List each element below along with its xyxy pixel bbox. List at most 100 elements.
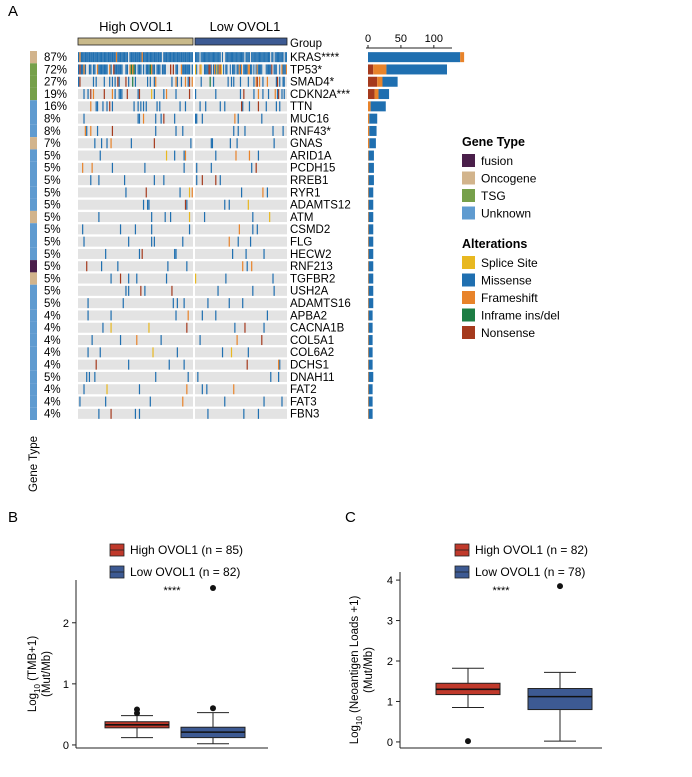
mutation-mark <box>206 384 208 395</box>
mutation-mark <box>237 64 239 75</box>
mutation-mark <box>110 64 112 75</box>
mutation-mark <box>174 113 176 124</box>
mutation-mark <box>182 52 184 63</box>
mutation-mark <box>279 52 281 63</box>
legend-swatch <box>462 326 475 339</box>
legend-label: Low OVOL1 (n = 82) <box>130 565 240 579</box>
mutation-mark <box>236 64 238 75</box>
gene-percent: 5% <box>44 237 61 249</box>
mutation-mark <box>118 89 120 100</box>
mutation-mark <box>174 52 176 63</box>
gene-type-cell <box>30 272 37 285</box>
mutation-mark <box>284 52 286 63</box>
gene-percent: 72% <box>44 64 67 76</box>
mutation-mark <box>232 248 234 259</box>
gene-type-side-label: Gene Type <box>28 436 40 492</box>
gene-percent: 5% <box>44 372 61 384</box>
mutation-mark <box>282 76 284 87</box>
mutation-mark <box>119 335 122 346</box>
mutation-mark <box>249 64 252 75</box>
legend-label: Nonsense <box>481 326 535 340</box>
mutation-mark <box>256 64 258 75</box>
frequency-bar <box>368 298 369 309</box>
mutation-mark <box>136 273 138 284</box>
mutation-mark <box>283 64 285 75</box>
mutation-mark <box>137 113 139 124</box>
mutation-mark <box>167 52 169 63</box>
mutation-mark <box>266 52 268 63</box>
mutation-mark <box>196 175 198 186</box>
mutation-mark <box>191 187 193 198</box>
mutation-mark <box>128 359 130 370</box>
mutation-mark <box>246 261 248 272</box>
row-background <box>78 138 193 149</box>
mutation-mark <box>86 261 88 272</box>
mutation-mark <box>229 64 231 75</box>
frequency-bar <box>368 359 373 370</box>
gene-name: ATM <box>290 212 313 224</box>
mutation-mark <box>187 52 189 63</box>
gene-percent: 5% <box>44 249 61 261</box>
gene-type-cell <box>30 210 37 224</box>
mutation-mark <box>220 64 222 75</box>
mutation-mark <box>280 52 282 63</box>
gene-name: ADAMTS12 <box>290 200 351 212</box>
mutation-mark <box>224 396 226 407</box>
mutation-mark <box>140 285 142 296</box>
gene-percent: 5% <box>44 273 61 285</box>
mutation-mark <box>188 89 191 100</box>
mutation-mark <box>107 52 110 63</box>
mutation-mark <box>105 396 107 407</box>
mutation-mark <box>241 187 243 198</box>
mutation-mark <box>218 52 220 63</box>
mutation-mark <box>140 52 142 63</box>
mutation-mark <box>147 76 149 87</box>
mutation-mark <box>278 359 280 370</box>
gene-percent: 4% <box>44 360 61 372</box>
mutation-mark <box>175 89 177 100</box>
frequency-bar <box>368 162 369 173</box>
mutation-mark <box>260 64 262 75</box>
mutation-mark <box>117 261 119 272</box>
gene-name: DCHS1 <box>290 360 329 372</box>
mutation-mark <box>106 64 108 75</box>
mutation-mark <box>111 125 114 136</box>
mutation-mark <box>247 76 249 87</box>
mutation-mark <box>276 89 279 100</box>
gene-name: PCDH15 <box>290 163 335 175</box>
mutation-mark <box>226 52 228 63</box>
legend-swatch <box>462 154 475 167</box>
mutation-mark <box>272 52 274 63</box>
mutation-mark <box>82 64 84 75</box>
mutation-mark <box>151 236 153 247</box>
frequency-bar <box>368 236 369 247</box>
mutation-mark <box>138 384 141 395</box>
mutation-mark <box>235 150 237 161</box>
mutation-mark <box>119 89 122 100</box>
mutation-mark <box>98 212 100 223</box>
y-axis-label: Log10 (TMB+1) <box>27 636 42 713</box>
mutation-mark <box>171 285 173 296</box>
mutation-mark <box>101 52 103 63</box>
mutation-mark <box>138 64 141 75</box>
mutation-mark <box>264 52 266 63</box>
mutation-mark <box>174 150 176 161</box>
mutation-mark <box>215 310 217 321</box>
mutation-mark <box>109 64 111 75</box>
mutation-mark <box>219 101 221 112</box>
gene-percent: 8% <box>44 126 61 138</box>
mutation-mark <box>278 89 280 100</box>
frequency-bar <box>368 335 369 346</box>
mutation-mark <box>199 335 201 346</box>
mutation-mark <box>221 52 223 63</box>
mutation-mark <box>119 273 122 284</box>
mutation-mark <box>111 52 114 63</box>
mutation-mark <box>241 101 243 112</box>
panel-a-letter: A <box>8 3 18 20</box>
mutation-mark <box>209 64 211 75</box>
outlier-point <box>210 705 216 712</box>
mutation-mark <box>183 359 185 370</box>
gene-type-cell <box>30 100 37 113</box>
mutation-mark <box>253 76 255 87</box>
mutation-mark <box>83 64 85 75</box>
